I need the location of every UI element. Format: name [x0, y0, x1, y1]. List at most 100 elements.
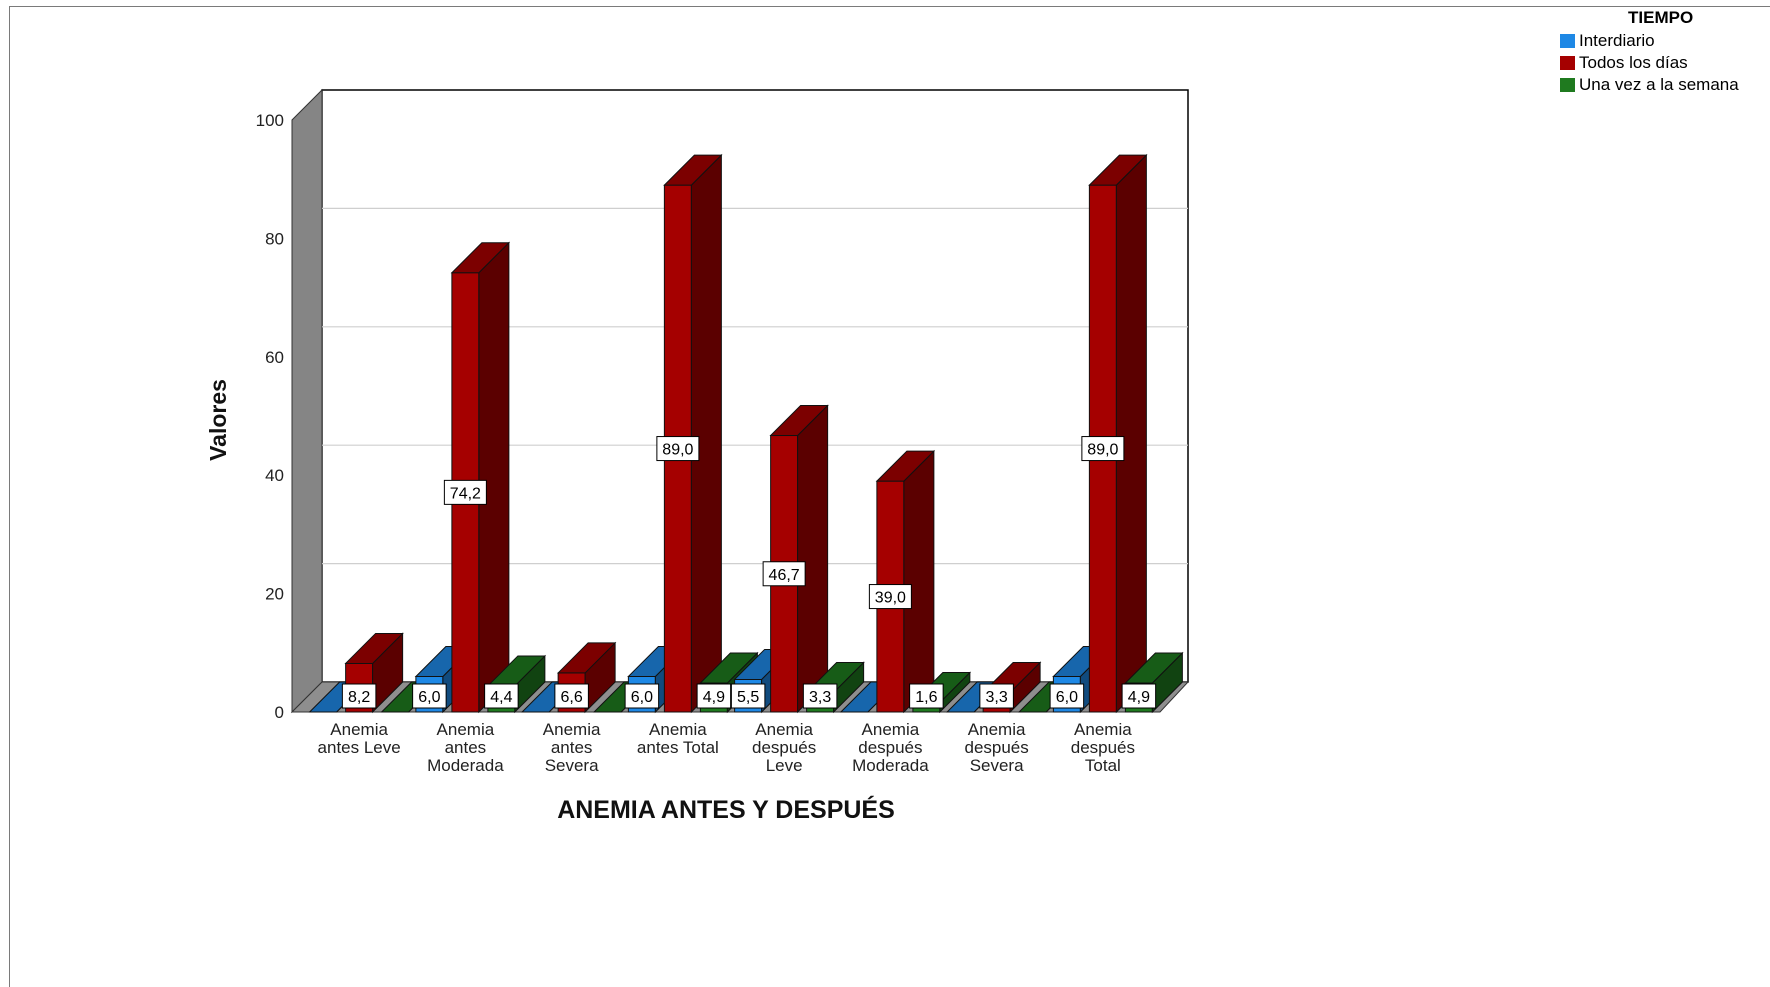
bar-top — [769, 405, 829, 437]
x-axis-title: ANEMIA ANTES Y DESPUÉS — [557, 795, 895, 824]
x-tick-label: Anemia después Severa — [964, 720, 1028, 775]
data-label-text: 6,0 — [631, 689, 653, 706]
legend-label-todos-los-dias: Todos los días — [1579, 53, 1688, 72]
legend-label-interdiario: Interdiario — [1579, 31, 1655, 50]
data-label-box — [412, 683, 447, 709]
x-tick-label: Anemia antes Leve — [318, 720, 401, 757]
data-label: 6,0 — [412, 683, 447, 709]
bar-top — [556, 642, 617, 674]
data-label-box — [1049, 683, 1085, 709]
data-label: 8,2 — [341, 683, 377, 709]
y-tick-label: 100 — [256, 111, 284, 130]
data-label-text: 8,2 — [348, 689, 370, 706]
legend-swatch-interdiario — [1560, 34, 1575, 48]
data-label-text: 5,5 — [737, 689, 759, 706]
legend-item-interdiario: Interdiario — [1560, 30, 1739, 52]
data-label-text: 6,0 — [1056, 689, 1078, 706]
data-label-box — [802, 683, 838, 709]
data-label-text: 89,0 — [662, 442, 693, 459]
data-label-box — [696, 683, 732, 709]
y-tick-label: 80 — [265, 229, 284, 248]
bar-side — [903, 449, 935, 714]
data-label-text: 4,4 — [490, 689, 512, 706]
data-label-box — [656, 436, 700, 462]
x-tick-label: Anemia después Total — [1071, 720, 1135, 775]
legend-item-todos-los-dias: Todos los días — [1560, 52, 1739, 74]
data-label: 6,6 — [554, 683, 589, 709]
legend: TIEMPO Interdiario Todos los días Una ve… — [1560, 8, 1739, 96]
bar-side — [1115, 153, 1147, 714]
data-label: 3,3 — [979, 683, 1014, 709]
data-label: 1,6 — [909, 683, 944, 709]
data-label: 74,2 — [443, 479, 487, 505]
data-label-text: 6,0 — [418, 689, 440, 706]
bar-1-5 — [875, 449, 936, 714]
bar-top — [663, 154, 723, 186]
data-label-text: 3,3 — [986, 689, 1008, 706]
data-label-text: 4,9 — [1128, 689, 1150, 706]
data-label-box — [1121, 683, 1157, 709]
data-label: 6,0 — [1049, 683, 1085, 709]
bar-top — [699, 652, 759, 684]
y-tick-label: 0 — [275, 703, 284, 722]
data-label-text: 89,0 — [1087, 442, 1118, 459]
bar-top — [1124, 652, 1184, 684]
y-tick-label: 40 — [265, 466, 284, 485]
data-label-text: 46,7 — [769, 567, 800, 584]
data-label-box — [443, 479, 487, 505]
bar-1-4 — [769, 404, 829, 714]
data-label: 4,9 — [1121, 683, 1157, 709]
bar-1-1 — [450, 241, 511, 714]
y-tick-label: 20 — [265, 585, 284, 604]
bar-side — [797, 404, 829, 714]
data-label-text: 6,6 — [561, 689, 583, 706]
x-tick-label: Anemia antes Total — [637, 720, 719, 757]
data-label-box — [484, 683, 519, 709]
data-label: 4,9 — [696, 683, 732, 709]
data-label-text: 39,0 — [875, 590, 906, 607]
chart-frame — [9, 6, 1770, 987]
data-label-box — [868, 584, 912, 610]
data-label: 89,0 — [1081, 436, 1125, 462]
data-label: 46,7 — [762, 561, 806, 587]
legend-title: TIEMPO — [1628, 8, 1694, 27]
legend-swatch-todos-los-dias — [1560, 56, 1575, 70]
data-label-text: 74,2 — [450, 485, 481, 502]
data-label: 5,5 — [730, 683, 766, 709]
y-axis-title: Valores — [205, 379, 231, 461]
data-label-text: 1,6 — [915, 689, 937, 706]
side-wall — [291, 88, 323, 714]
bar-top — [875, 450, 936, 482]
data-label: 3,3 — [802, 683, 838, 709]
bar-top — [1088, 154, 1148, 186]
data-label-box — [909, 683, 944, 709]
data-label: 39,0 — [868, 584, 912, 610]
legend-swatch-una-vez-a-la-semana — [1560, 78, 1575, 92]
bar-top — [344, 632, 404, 664]
bar-1-3 — [663, 153, 723, 714]
bar-1-7 — [1088, 153, 1148, 714]
data-label: 6,0 — [624, 683, 660, 709]
bar-side — [690, 153, 722, 714]
x-tick-label: Anemia después Moderada — [852, 720, 929, 775]
bar-top — [450, 242, 511, 274]
data-label-box — [341, 683, 377, 709]
data-label-box — [1081, 436, 1125, 462]
data-label-box — [979, 683, 1014, 709]
data-label-box — [624, 683, 660, 709]
x-tick-label: Anemia después Leve — [752, 720, 816, 775]
data-label-text: 3,3 — [809, 689, 831, 706]
data-label-box — [730, 683, 766, 709]
data-label: 89,0 — [656, 436, 700, 462]
x-tick-label: Anemia antes Moderada — [427, 720, 504, 775]
data-label-box — [762, 561, 806, 587]
bar-side — [478, 241, 510, 714]
data-label-text: 4,9 — [703, 689, 725, 706]
data-label: 4,4 — [484, 683, 519, 709]
data-label-box — [554, 683, 589, 709]
legend-item-una-vez-a-la-semana: Una vez a la semana — [1560, 74, 1739, 96]
y-tick-label: 60 — [265, 348, 284, 367]
legend-label-una-vez-a-la-semana: Una vez a la semana — [1579, 75, 1739, 94]
x-tick-label: Anemia antes Severa — [543, 720, 601, 775]
